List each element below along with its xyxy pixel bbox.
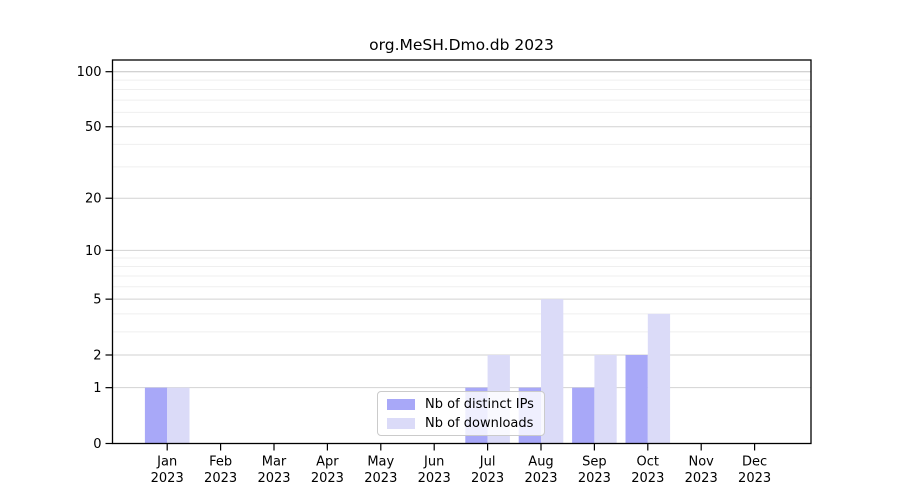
x-tick-year-label: 2023 xyxy=(631,471,664,486)
x-tick-month-label: Oct xyxy=(637,455,659,470)
bar-oct-distinct-ips xyxy=(625,354,648,444)
x-tick-year-label: 2023 xyxy=(257,471,290,486)
x-tick-year-label: 2023 xyxy=(738,471,771,486)
y-tick-label: 20 xyxy=(85,192,102,207)
x-tick-year-label: 2023 xyxy=(204,471,237,486)
y-axis: 0 1 2 5 10 20 50 100 xyxy=(77,65,113,452)
plot-frame xyxy=(111,59,812,445)
gridlines xyxy=(112,71,811,389)
x-tick-year-label: 2023 xyxy=(418,471,451,486)
x-tick-month-label: Aug xyxy=(528,455,553,470)
x-tick-month-label: May xyxy=(367,455,394,470)
y-tick-label: 2 xyxy=(93,348,101,363)
y-tick-label: 0 xyxy=(93,437,101,452)
downloads-swatch xyxy=(387,417,415,429)
y-tick-label: 50 xyxy=(85,120,102,135)
x-tick-month-label: Feb xyxy=(209,455,232,470)
bar-aug-downloads xyxy=(541,299,564,444)
x-tick-year-label: 2023 xyxy=(364,471,397,486)
bar-jan-downloads xyxy=(167,387,190,444)
x-tick-month-label: Jun xyxy=(423,455,444,470)
x-tick-month-label: Jul xyxy=(479,455,496,470)
x-tick-month-label: Mar xyxy=(262,455,287,470)
x-tick-year-label: 2023 xyxy=(311,471,344,486)
chart-title: org.MeSH.Dmo.db 2023 xyxy=(369,36,554,54)
x-tick-year-label: 2023 xyxy=(685,471,718,486)
legend-item-downloads: Nb of downloads xyxy=(387,415,534,431)
x-tick-year-label: 2023 xyxy=(471,471,504,486)
y-tick-label: 5 xyxy=(93,293,101,308)
bar-jan-distinct-ips xyxy=(144,387,168,444)
x-tick-month-label: Jan xyxy=(156,455,177,470)
legend-item-distinct-ips: Nb of distinct IPs xyxy=(387,396,534,412)
x-tick-year-label: 2023 xyxy=(151,471,184,486)
legend: Nb of distinct IPs Nb of downloads xyxy=(377,391,545,436)
legend-label-distinct-ips: Nb of distinct IPs xyxy=(425,396,534,412)
bar-oct-downloads xyxy=(647,313,671,444)
distinct-ips-swatch xyxy=(387,398,415,410)
x-tick-month-label: Sep xyxy=(582,455,607,470)
bar-sep-distinct-ips xyxy=(572,387,595,444)
y-tick-label: 1 xyxy=(93,381,101,396)
x-tick-month-label: Nov xyxy=(689,455,715,470)
x-axis: Jan2023Feb2023Mar2023Apr2023May2023Jun20… xyxy=(151,443,771,486)
bar-sep-downloads xyxy=(594,354,617,444)
legend-label-downloads: Nb of downloads xyxy=(425,415,534,431)
y-tick-label: 10 xyxy=(85,244,102,259)
x-tick-month-label: Apr xyxy=(316,455,339,470)
x-tick-year-label: 2023 xyxy=(578,471,611,486)
y-tick-label: 100 xyxy=(77,65,102,80)
x-tick-year-label: 2023 xyxy=(524,471,557,486)
x-tick-month-label: Dec xyxy=(742,455,767,470)
